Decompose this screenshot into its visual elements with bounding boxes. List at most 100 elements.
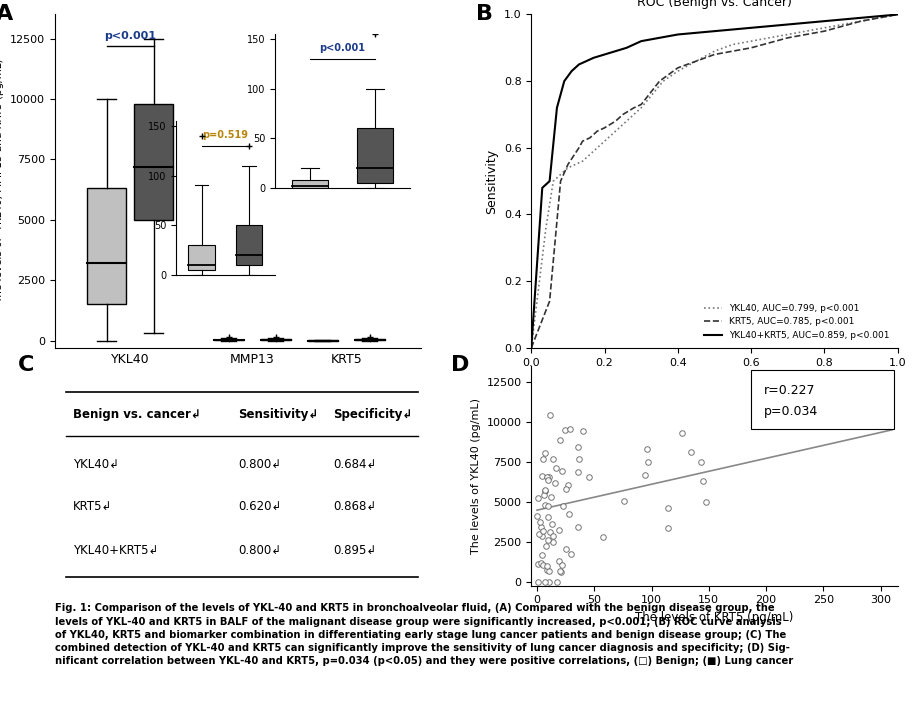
Point bbox=[561, 479, 575, 491]
Point bbox=[548, 477, 562, 489]
Text: p=0.034: p=0.034 bbox=[762, 414, 816, 427]
Point bbox=[559, 543, 573, 555]
Point bbox=[538, 447, 552, 458]
Point bbox=[581, 471, 595, 482]
Text: YKL40+KRT5↲: YKL40+KRT5↲ bbox=[73, 544, 158, 557]
Point bbox=[545, 536, 560, 548]
Point bbox=[660, 502, 675, 514]
Point bbox=[534, 530, 549, 542]
Text: KRT5↲: KRT5↲ bbox=[73, 500, 113, 513]
Text: Specificity↲: Specificity↲ bbox=[333, 408, 413, 421]
Point bbox=[530, 510, 545, 521]
Point bbox=[575, 425, 590, 437]
Point bbox=[571, 442, 585, 453]
Text: D: D bbox=[451, 355, 469, 374]
Point bbox=[553, 566, 568, 578]
Point bbox=[558, 424, 572, 436]
Point bbox=[540, 534, 555, 546]
Y-axis label: Sensitivity: Sensitivity bbox=[485, 148, 498, 214]
Point bbox=[571, 521, 585, 532]
Point bbox=[556, 501, 571, 513]
Point bbox=[571, 466, 585, 477]
Text: r=0.227: r=0.227 bbox=[762, 387, 813, 400]
Point bbox=[639, 443, 654, 455]
Point bbox=[699, 496, 714, 508]
Point bbox=[563, 548, 578, 560]
Bar bbox=[87, 188, 126, 304]
Point bbox=[537, 489, 551, 501]
Point bbox=[595, 531, 610, 542]
Text: C: C bbox=[18, 355, 35, 374]
Point bbox=[683, 447, 698, 458]
Legend: YKL40, AUC=0.799, p<0.001, KRT5, AUC=0.785, p<0.001, YKL40+KRT5, AUC=0.859, p<0.: YKL40, AUC=0.799, p<0.001, KRT5, AUC=0.7… bbox=[700, 300, 893, 343]
Point bbox=[555, 559, 570, 571]
Point bbox=[562, 424, 577, 435]
Text: 0.895↲: 0.895↲ bbox=[333, 544, 376, 557]
Title: ROC (Benign vs. Cancer): ROC (Benign vs. Cancer) bbox=[637, 0, 792, 9]
Text: p<0.001: p<0.001 bbox=[104, 31, 156, 41]
Point bbox=[638, 469, 653, 481]
Point bbox=[696, 476, 711, 487]
Point bbox=[531, 576, 546, 588]
Point bbox=[540, 512, 555, 523]
Text: 0.800↲: 0.800↲ bbox=[238, 458, 281, 471]
Point bbox=[640, 456, 655, 468]
Text: YKL40↲: YKL40↲ bbox=[73, 458, 119, 471]
Text: B: B bbox=[476, 4, 494, 25]
X-axis label: 1 - specificity: 1 - specificity bbox=[672, 373, 757, 386]
Point bbox=[559, 484, 573, 495]
Point bbox=[539, 540, 553, 552]
Point bbox=[675, 427, 690, 439]
Point bbox=[553, 565, 568, 576]
Point bbox=[535, 471, 550, 482]
Text: Benign vs. cancer↲: Benign vs. cancer↲ bbox=[73, 408, 201, 421]
Point bbox=[572, 453, 586, 465]
Point bbox=[538, 576, 552, 588]
Point bbox=[534, 521, 549, 533]
Point bbox=[546, 453, 561, 465]
X-axis label: The levels of KRT5 (pg/mL): The levels of KRT5 (pg/mL) bbox=[636, 611, 793, 624]
Text: p=0.034: p=0.034 bbox=[764, 405, 818, 418]
Point bbox=[538, 486, 552, 497]
Point bbox=[538, 500, 552, 511]
Point bbox=[549, 462, 563, 473]
FancyBboxPatch shape bbox=[751, 370, 894, 429]
Text: Sensitivity↲: Sensitivity↲ bbox=[238, 408, 319, 421]
Point bbox=[536, 560, 551, 571]
Point bbox=[555, 466, 570, 477]
Point bbox=[551, 524, 566, 536]
Y-axis label: The levels of  YKL40, MMP13 and KRT5 (pg/mL): The levels of YKL40, MMP13 and KRT5 (pg/… bbox=[0, 59, 5, 303]
Point bbox=[536, 452, 551, 464]
Text: Fig. 1: Comparison of the levels of YKL-40 and KRT5 in bronchoalveolar fluid, (A: Fig. 1: Comparison of the levels of YKL-… bbox=[55, 603, 793, 666]
Point bbox=[540, 560, 555, 572]
Point bbox=[562, 508, 577, 520]
Point bbox=[532, 529, 547, 540]
Point bbox=[541, 471, 556, 483]
Point bbox=[540, 475, 555, 487]
Point bbox=[541, 576, 556, 588]
Point bbox=[540, 565, 554, 576]
Point bbox=[534, 550, 549, 561]
Point bbox=[535, 526, 550, 537]
Point bbox=[550, 576, 564, 588]
Text: 0.868↲: 0.868↲ bbox=[333, 500, 376, 513]
Point bbox=[542, 409, 557, 421]
Point bbox=[531, 558, 546, 570]
Text: A: A bbox=[0, 4, 14, 25]
Point bbox=[540, 500, 555, 512]
Point bbox=[531, 492, 546, 503]
Point bbox=[540, 471, 555, 483]
Bar bbox=[134, 104, 173, 220]
Point bbox=[553, 434, 568, 445]
Point bbox=[543, 492, 558, 503]
Text: 0.684↲: 0.684↲ bbox=[333, 458, 376, 471]
Point bbox=[616, 495, 631, 507]
Point bbox=[693, 456, 708, 468]
Point bbox=[538, 484, 552, 496]
Y-axis label: The levels of YKL40 (pg/mL): The levels of YKL40 (pg/mL) bbox=[471, 397, 481, 554]
Text: 0.620↲: 0.620↲ bbox=[238, 500, 281, 513]
Text: r=0.227: r=0.227 bbox=[764, 384, 815, 397]
Bar bbox=[354, 339, 385, 340]
Point bbox=[544, 518, 559, 529]
Point bbox=[541, 565, 556, 577]
